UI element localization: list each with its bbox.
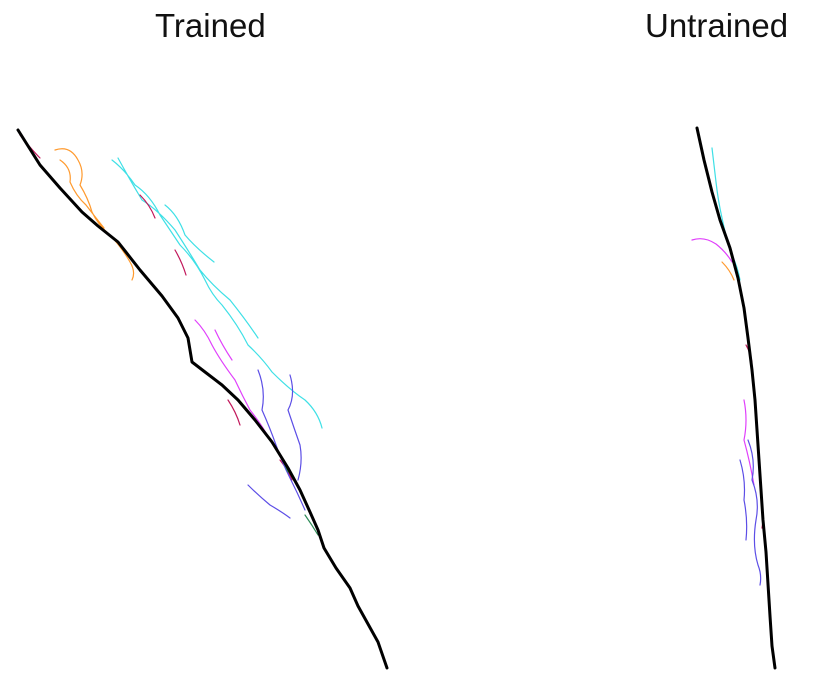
trained-trace-green [261,429,319,536]
untrained-panel-title: Untrained [645,7,789,44]
trained-reference-path [16,128,389,670]
trained-panel-title: Trained [155,7,266,44]
trained-trace-purple [247,369,306,519]
untrained-reference-path [695,126,777,670]
untrained-trace-cyan [711,147,741,281]
trained-trace-magenta [194,319,271,441]
untrained-trace-orange [721,261,735,281]
untrained-trace-magenta [691,238,755,486]
trained-trace-orange [54,148,135,281]
untrained-trace-purple [739,439,762,586]
trained-trace-cyan [111,157,323,429]
trained-panel [16,128,389,670]
untrained-panel [691,126,777,670]
